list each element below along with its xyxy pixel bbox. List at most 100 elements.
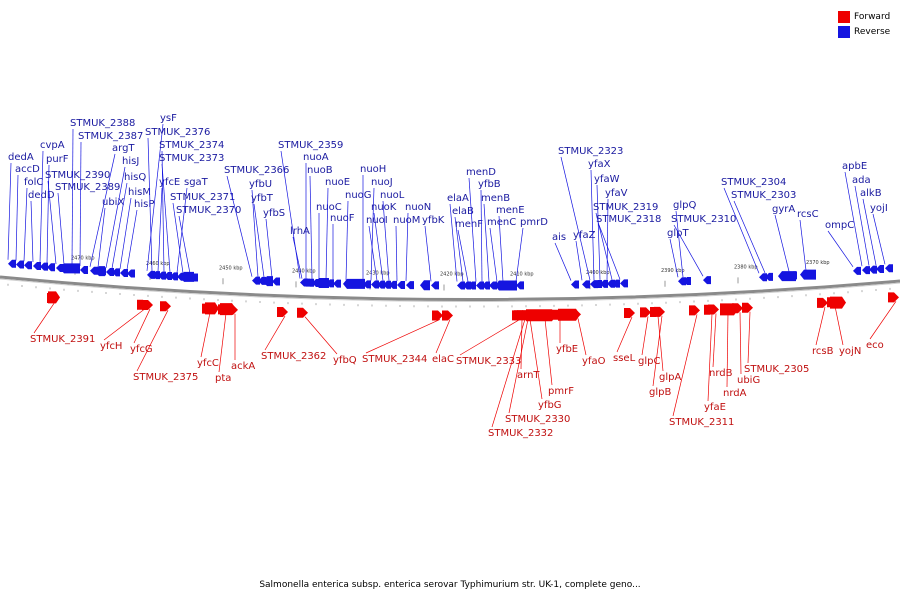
- reverse-gene-label-mend[interactable]: menD: [466, 167, 496, 178]
- reverse-gene-arrow-stmuk-2374[interactable]: [164, 271, 172, 280]
- reverse-gene-label-yfav[interactable]: yfaV: [605, 188, 628, 199]
- forward-gene-arrow-ssel[interactable]: [624, 307, 635, 318]
- forward-gene-label-yfbq[interactable]: yfbQ: [333, 355, 357, 366]
- forward-gene-label-yfbe[interactable]: yfbE: [556, 344, 578, 355]
- reverse-gene-arrow-ais[interactable]: [571, 280, 579, 289]
- reverse-gene-label-stmuk-2310[interactable]: STMUK_2310: [671, 214, 736, 225]
- reverse-gene-arrow-nuof[interactable]: [333, 279, 341, 288]
- reverse-gene-arrow-yfbb[interactable]: [482, 281, 490, 290]
- forward-gene-block[interactable]: [526, 309, 556, 322]
- forward-gene-label-pmrf[interactable]: pmrF: [548, 386, 574, 397]
- reverse-gene-label-yoji[interactable]: yojI: [870, 203, 888, 214]
- forward-gene-arrow-stmuk-2344[interactable]: [432, 310, 443, 321]
- reverse-gene-label-dedd[interactable]: dedD: [28, 190, 55, 201]
- reverse-gene-arrow-purf[interactable]: [47, 263, 55, 272]
- forward-gene-label-ubig[interactable]: ubiG: [737, 375, 760, 386]
- forward-gene-label-stmuk-2330[interactable]: STMUK_2330: [505, 414, 570, 425]
- forward-gene-arrow-glpc[interactable]: [640, 307, 651, 318]
- reverse-gene-arrow-cvpa[interactable]: [40, 262, 48, 271]
- reverse-gene-label-stmuk-2390[interactable]: STMUK_2390: [45, 170, 110, 181]
- reverse-gene-label-ompc[interactable]: ompC: [825, 220, 854, 231]
- reverse-gene-arrow-ysf[interactable]: [147, 270, 155, 279]
- forward-gene-label-yfcc[interactable]: yfcC: [197, 358, 219, 369]
- forward-gene-arrow-rcsb[interactable]: [817, 297, 828, 308]
- forward-gene-arrow-stmuk-2332[interactable]: [517, 310, 528, 321]
- reverse-gene-label-stmuk-2374[interactable]: STMUK_2374: [159, 140, 224, 151]
- reverse-gene-arrow-stmuk-2304[interactable]: [759, 273, 767, 282]
- reverse-gene-label-purf[interactable]: purF: [46, 154, 69, 165]
- forward-gene-block[interactable]: [558, 308, 580, 321]
- reverse-gene-label-stmuk-2388[interactable]: STMUK_2388: [70, 118, 135, 129]
- forward-gene-label-stmuk-2311[interactable]: STMUK_2311: [669, 417, 734, 428]
- reverse-gene-arrow-stmuk-2310[interactable]: [703, 276, 711, 285]
- reverse-gene-arrow-pmrd[interactable]: [516, 281, 524, 290]
- reverse-gene-arrow-dedd[interactable]: [33, 262, 41, 271]
- reverse-gene-arrow-stmuk-2387[interactable]: [80, 265, 88, 274]
- reverse-gene-arrow-yfav[interactable]: [607, 279, 615, 288]
- reverse-gene-arrow-hisq[interactable]: [112, 268, 120, 277]
- forward-gene-arrow-stmuk-2305[interactable]: [742, 302, 753, 313]
- forward-gene-block[interactable]: [720, 303, 738, 316]
- reverse-gene-label-lrha[interactable]: lrhA: [290, 226, 310, 237]
- reverse-gene-arrow-yfaz[interactable]: [582, 280, 590, 289]
- forward-gene-label-nrdb[interactable]: nrdB: [709, 368, 733, 379]
- reverse-gene-arrow-hism[interactable]: [120, 269, 128, 278]
- reverse-gene-label-stmuk-2366[interactable]: STMUK_2366: [224, 165, 289, 176]
- forward-gene-label-stmuk-2344[interactable]: STMUK_2344: [362, 354, 427, 365]
- reverse-gene-label-stmuk-2376[interactable]: STMUK_2376: [145, 127, 210, 138]
- forward-gene-label-yfcg[interactable]: yfcG: [130, 344, 153, 355]
- forward-gene-label-stmuk-2391[interactable]: STMUK_2391: [30, 334, 95, 345]
- forward-gene-label-eco[interactable]: eco: [866, 340, 884, 351]
- reverse-gene-label-yfce[interactable]: yfcE: [159, 177, 180, 188]
- forward-gene-block[interactable]: [48, 291, 60, 304]
- reverse-gene-label-yfbu[interactable]: yfbU: [249, 179, 272, 190]
- forward-gene-label-stmuk-2375[interactable]: STMUK_2375: [133, 372, 198, 383]
- reverse-gene-arrow-hisp[interactable]: [127, 269, 135, 278]
- forward-gene-label-nrda[interactable]: nrdA: [723, 388, 747, 399]
- reverse-gene-label-cvpa[interactable]: cvpA: [40, 140, 65, 151]
- forward-gene-arrow-stmuk-2311[interactable]: [689, 305, 700, 316]
- reverse-gene-label-hisp[interactable]: hisP: [134, 199, 154, 210]
- forward-gene-arrow-stmuk-2375[interactable]: [160, 301, 171, 312]
- reverse-gene-arrow-apbe[interactable]: [862, 266, 870, 275]
- reverse-gene-label-ysf[interactable]: ysF: [160, 113, 177, 124]
- reverse-gene-arrow-ompc[interactable]: [853, 266, 861, 275]
- reverse-gene-label-sgat[interactable]: sgaT: [184, 177, 209, 188]
- reverse-gene-block[interactable]: [420, 280, 430, 291]
- reverse-gene-label-stmuk-2319[interactable]: STMUK_2319: [593, 202, 658, 213]
- reverse-gene-label-nuon[interactable]: nuoN: [405, 202, 431, 213]
- forward-gene-block[interactable]: [205, 302, 219, 315]
- reverse-gene-label-stmuk-2303[interactable]: STMUK_2303: [731, 190, 796, 201]
- reverse-gene-label-menc[interactable]: menC: [487, 217, 516, 228]
- forward-gene-label-stmuk-2362[interactable]: STMUK_2362: [261, 351, 326, 362]
- reverse-gene-label-folc[interactable]: folC: [24, 177, 43, 188]
- reverse-gene-label-hism[interactable]: hisM: [128, 187, 151, 198]
- reverse-gene-label-glpq[interactable]: glpQ: [673, 200, 696, 211]
- reverse-gene-label-elaa[interactable]: elaA: [447, 193, 469, 204]
- reverse-gene-label-nuom[interactable]: nuoM: [393, 215, 420, 226]
- reverse-gene-label-nuoi[interactable]: nuoI: [366, 215, 388, 226]
- reverse-gene-label-rcsc[interactable]: rcsC: [797, 209, 819, 220]
- reverse-gene-label-pmrd[interactable]: pmrD: [520, 217, 548, 228]
- reverse-gene-label-stmuk-2318[interactable]: STMUK_2318: [596, 214, 661, 225]
- reverse-gene-label-ada[interactable]: ada: [852, 175, 871, 186]
- forward-gene-label-pta[interactable]: pta: [215, 373, 231, 384]
- reverse-gene-arrow-yoji[interactable]: [885, 264, 893, 273]
- forward-gene-label-yfch[interactable]: yfcH: [100, 341, 122, 352]
- reverse-gene-arrow-elaa[interactable]: [457, 281, 465, 290]
- reverse-gene-arrow-nuom[interactable]: [397, 280, 405, 289]
- forward-gene-label-rcsb[interactable]: rcsB: [812, 346, 834, 357]
- forward-gene-arrow-stmuk-2362[interactable]: [277, 307, 288, 318]
- reverse-gene-label-alkb[interactable]: alkB: [860, 188, 882, 199]
- reverse-gene-label-stmuk-2370[interactable]: STMUK_2370: [176, 205, 241, 216]
- reverse-gene-arrow-yfce[interactable]: [158, 271, 166, 280]
- forward-gene-label-yfbg[interactable]: yfbG: [538, 400, 562, 411]
- reverse-gene-label-yfbb[interactable]: yfbB: [478, 179, 501, 190]
- forward-gene-label-acka[interactable]: ackA: [231, 361, 255, 372]
- reverse-gene-block[interactable]: [95, 266, 105, 277]
- reverse-gene-label-stmuk-2387[interactable]: STMUK_2387: [78, 131, 143, 142]
- reverse-gene-label-ubix[interactable]: ubiX: [102, 197, 124, 208]
- reverse-gene-arrow-argt[interactable]: [90, 266, 98, 275]
- reverse-gene-label-stmuk-2359[interactable]: STMUK_2359: [278, 140, 343, 151]
- reverse-gene-arrow-yfaw[interactable]: [600, 279, 608, 288]
